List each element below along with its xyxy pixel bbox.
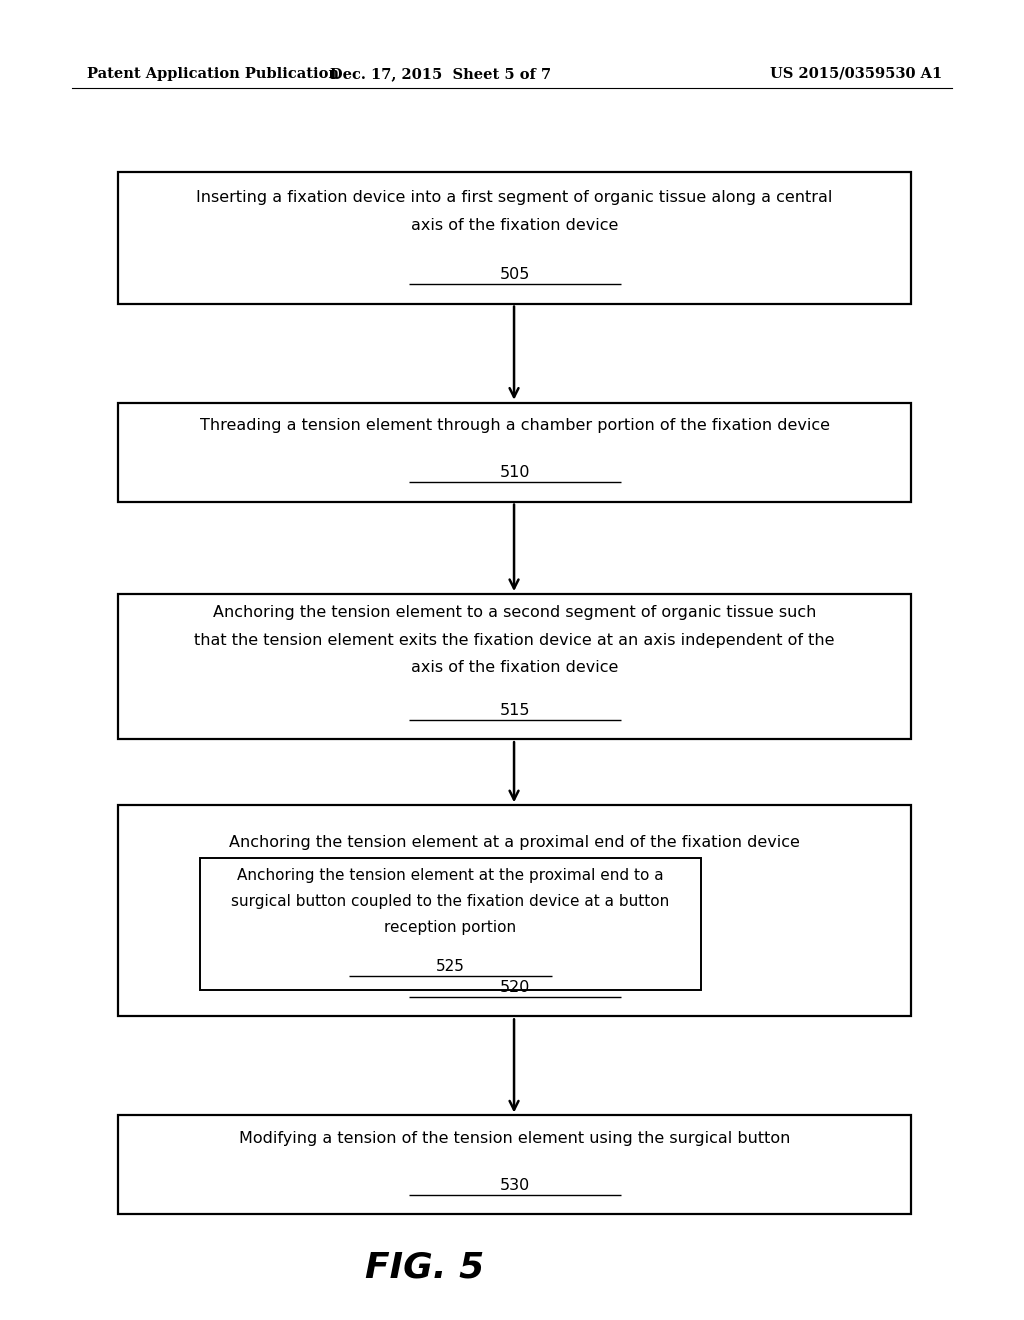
Text: 510: 510 [500, 465, 529, 480]
Text: reception portion: reception portion [384, 920, 517, 936]
Bar [118, 403, 911, 502]
Text: that the tension element exits the fixation device at an axis independent of the: that the tension element exits the fixat… [195, 632, 835, 648]
Bar [200, 858, 701, 990]
Bar [118, 594, 911, 739]
Text: FIG. 5: FIG. 5 [366, 1250, 484, 1284]
Text: Patent Application Publication: Patent Application Publication [87, 67, 339, 81]
Text: Threading a tension element through a chamber portion of the fixation device: Threading a tension element through a ch… [200, 418, 829, 433]
Text: Anchoring the tension element to a second segment of organic tissue such: Anchoring the tension element to a secon… [213, 605, 816, 620]
Text: 520: 520 [500, 979, 529, 995]
Text: 530: 530 [500, 1177, 529, 1193]
Text: Modifying a tension of the tension element using the surgical button: Modifying a tension of the tension eleme… [239, 1131, 791, 1146]
Text: Anchoring the tension element at the proximal end to a: Anchoring the tension element at the pro… [238, 867, 664, 883]
Text: Anchoring the tension element at a proximal end of the fixation device: Anchoring the tension element at a proxi… [229, 834, 800, 850]
Text: 525: 525 [436, 958, 465, 974]
Text: 505: 505 [500, 267, 529, 282]
Text: surgical button coupled to the fixation device at a button: surgical button coupled to the fixation … [231, 894, 670, 909]
Text: US 2015/0359530 A1: US 2015/0359530 A1 [770, 67, 942, 81]
Text: Dec. 17, 2015  Sheet 5 of 7: Dec. 17, 2015 Sheet 5 of 7 [330, 67, 551, 81]
Text: axis of the fixation device: axis of the fixation device [411, 660, 618, 676]
Text: axis of the fixation device: axis of the fixation device [411, 218, 618, 232]
Bar [118, 805, 911, 1016]
Text: Inserting a fixation device into a first segment of organic tissue along a centr: Inserting a fixation device into a first… [197, 190, 833, 205]
Text: 515: 515 [500, 702, 529, 718]
Bar [118, 1115, 911, 1214]
Bar [118, 172, 911, 304]
